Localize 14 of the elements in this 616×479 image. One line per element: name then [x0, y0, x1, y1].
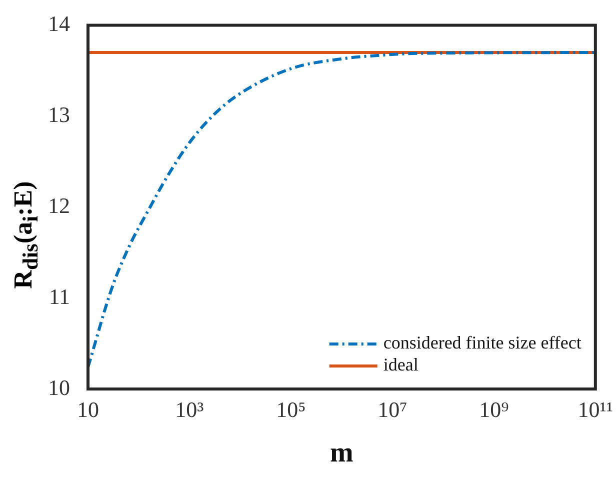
- x-axis-title: m: [330, 437, 354, 468]
- x-tick-label: 10¹¹: [578, 396, 614, 422]
- y-tick-label: 14: [48, 10, 70, 36]
- y-tick-label: 10: [48, 374, 70, 400]
- x-tick-label: 10³: [175, 396, 204, 422]
- y-tick-label: 13: [48, 102, 70, 127]
- x-tick-label: 10⁷: [378, 396, 408, 422]
- x-tick-label: 10⁵: [276, 396, 306, 422]
- x-tick-label: 10: [77, 396, 99, 422]
- legend-label: ideal: [383, 354, 418, 375]
- y-tick-label: 12: [48, 192, 70, 218]
- x-tick-label: 10⁹: [479, 396, 510, 422]
- y-tick-label: 11: [48, 284, 70, 309]
- legend-label: considered finite size effect: [383, 332, 582, 353]
